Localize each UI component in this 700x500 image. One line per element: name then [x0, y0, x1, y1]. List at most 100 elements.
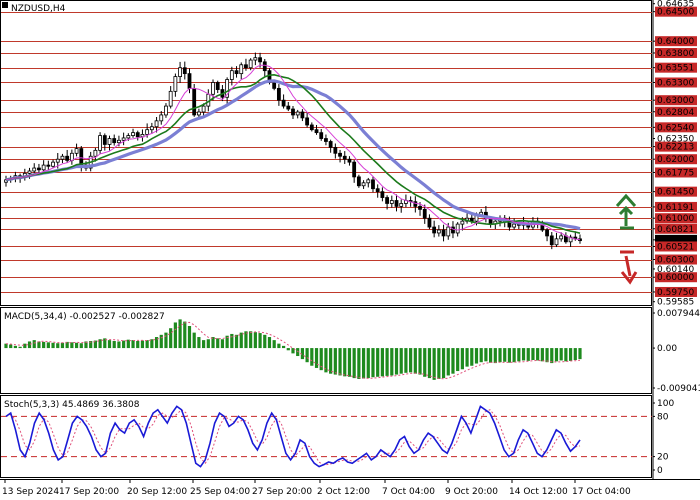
macd-bar: [329, 348, 333, 374]
candle-body: [248, 59, 253, 69]
price-chart-title: NZDUSD,H4: [11, 4, 66, 14]
macd-bar: [413, 348, 417, 374]
macd-bar: [263, 334, 267, 349]
price-tick-label: 0.60521: [657, 242, 694, 252]
macd-bar: [225, 335, 229, 349]
macd-bar: [70, 342, 74, 349]
candle-body: [69, 152, 74, 161]
macd-bar: [333, 348, 337, 375]
candle-body: [74, 148, 79, 154]
stoch-tick-label: 100: [657, 399, 674, 409]
macd-bar: [187, 325, 192, 349]
candle-body: [309, 124, 314, 131]
price-label-box: [655, 47, 697, 58]
candle-body: [131, 132, 135, 136]
macd-bar: [545, 348, 549, 363]
candle-body: [182, 67, 187, 75]
price-tick-label: 0.61450: [657, 188, 694, 198]
arrow-down-icon: [620, 250, 638, 285]
macd-bar: [117, 341, 121, 349]
candle-body: [32, 167, 37, 172]
price-label-box: [655, 6, 697, 17]
macd-bar: [385, 348, 389, 376]
candle-body: [366, 179, 371, 184]
candle-body: [201, 105, 206, 113]
candle-body: [98, 135, 102, 151]
macd-bar: [122, 340, 126, 349]
ma-mid-line: [5, 73, 581, 234]
candle-body: [446, 226, 451, 237]
price-label-box: [655, 141, 697, 152]
candles: [4, 52, 582, 250]
price-label-box: [655, 241, 697, 252]
macd-bar: [343, 348, 347, 377]
candle-body: [126, 135, 131, 139]
price-tick-label: 0.59585: [657, 298, 694, 308]
macd-bar: [394, 348, 399, 375]
macd-bar: [23, 343, 27, 349]
candle-body: [394, 200, 399, 207]
price-tick-label: 0.61000: [657, 214, 694, 224]
macd-bar: [136, 341, 140, 349]
macd-bar: [131, 340, 135, 349]
macd-bar: [164, 332, 168, 349]
macd-tick-label: -0.009041: [657, 384, 700, 394]
macd-bar: [154, 337, 159, 349]
candle-body: [413, 201, 418, 207]
price-label-box: [655, 62, 697, 73]
candle-body: [272, 82, 277, 89]
candle-body: [46, 164, 51, 167]
candle-body: [460, 220, 465, 225]
candle-body: [154, 120, 159, 128]
candle-body: [427, 217, 432, 228]
candle-body: [549, 235, 554, 246]
candle-body: [192, 87, 197, 116]
macd-bar: [338, 348, 342, 376]
candle-body: [65, 155, 70, 161]
macd-bar: [376, 348, 380, 377]
macd-bar: [211, 337, 215, 349]
time-tick-label: 7 Oct 04:00: [382, 487, 435, 497]
stoch-d-line: [5, 409, 581, 466]
macd-bar: [169, 328, 173, 349]
arrow-up-stem: [618, 205, 634, 226]
macd-bar: [554, 348, 559, 362]
price-label-box: [655, 122, 697, 133]
candle-body: [314, 129, 319, 134]
candle-body: [173, 76, 178, 92]
candle-body: [371, 179, 375, 190]
macd-bar: [178, 319, 182, 349]
macd-bar: [460, 348, 464, 370]
macd-bar: [42, 341, 46, 349]
candle-body: [441, 229, 446, 237]
macd-bar: [507, 348, 512, 363]
macd-histogram: [4, 319, 582, 380]
macd-bar: [470, 348, 474, 366]
candle-body: [112, 138, 117, 144]
macd-bar: [27, 341, 32, 349]
macd-bar: [272, 340, 276, 349]
price-tick-label: 0.62213: [657, 143, 694, 153]
candle-body: [253, 57, 258, 61]
candle-body: [380, 191, 385, 198]
macd-bar: [484, 348, 488, 362]
macd-bar: [559, 348, 563, 361]
macd-bar: [526, 348, 530, 361]
arrow-down-chevron: [620, 271, 638, 285]
macd-bar: [277, 343, 281, 349]
macd-bar: [493, 348, 497, 364]
candle-body: [436, 229, 441, 234]
macd-bar: [145, 340, 149, 349]
macd-bar: [220, 339, 225, 349]
macd-bar: [60, 342, 65, 349]
macd-bar: [32, 340, 36, 349]
candle-body: [239, 64, 244, 75]
price-tick-label: 0.62350: [657, 135, 694, 145]
stoch-tick-label: 0: [657, 466, 663, 476]
candle-body: [342, 155, 347, 160]
macd-bar: [46, 342, 50, 349]
candle-body: [79, 148, 84, 166]
candle-body: [455, 223, 460, 234]
macd-bar: [183, 321, 187, 349]
